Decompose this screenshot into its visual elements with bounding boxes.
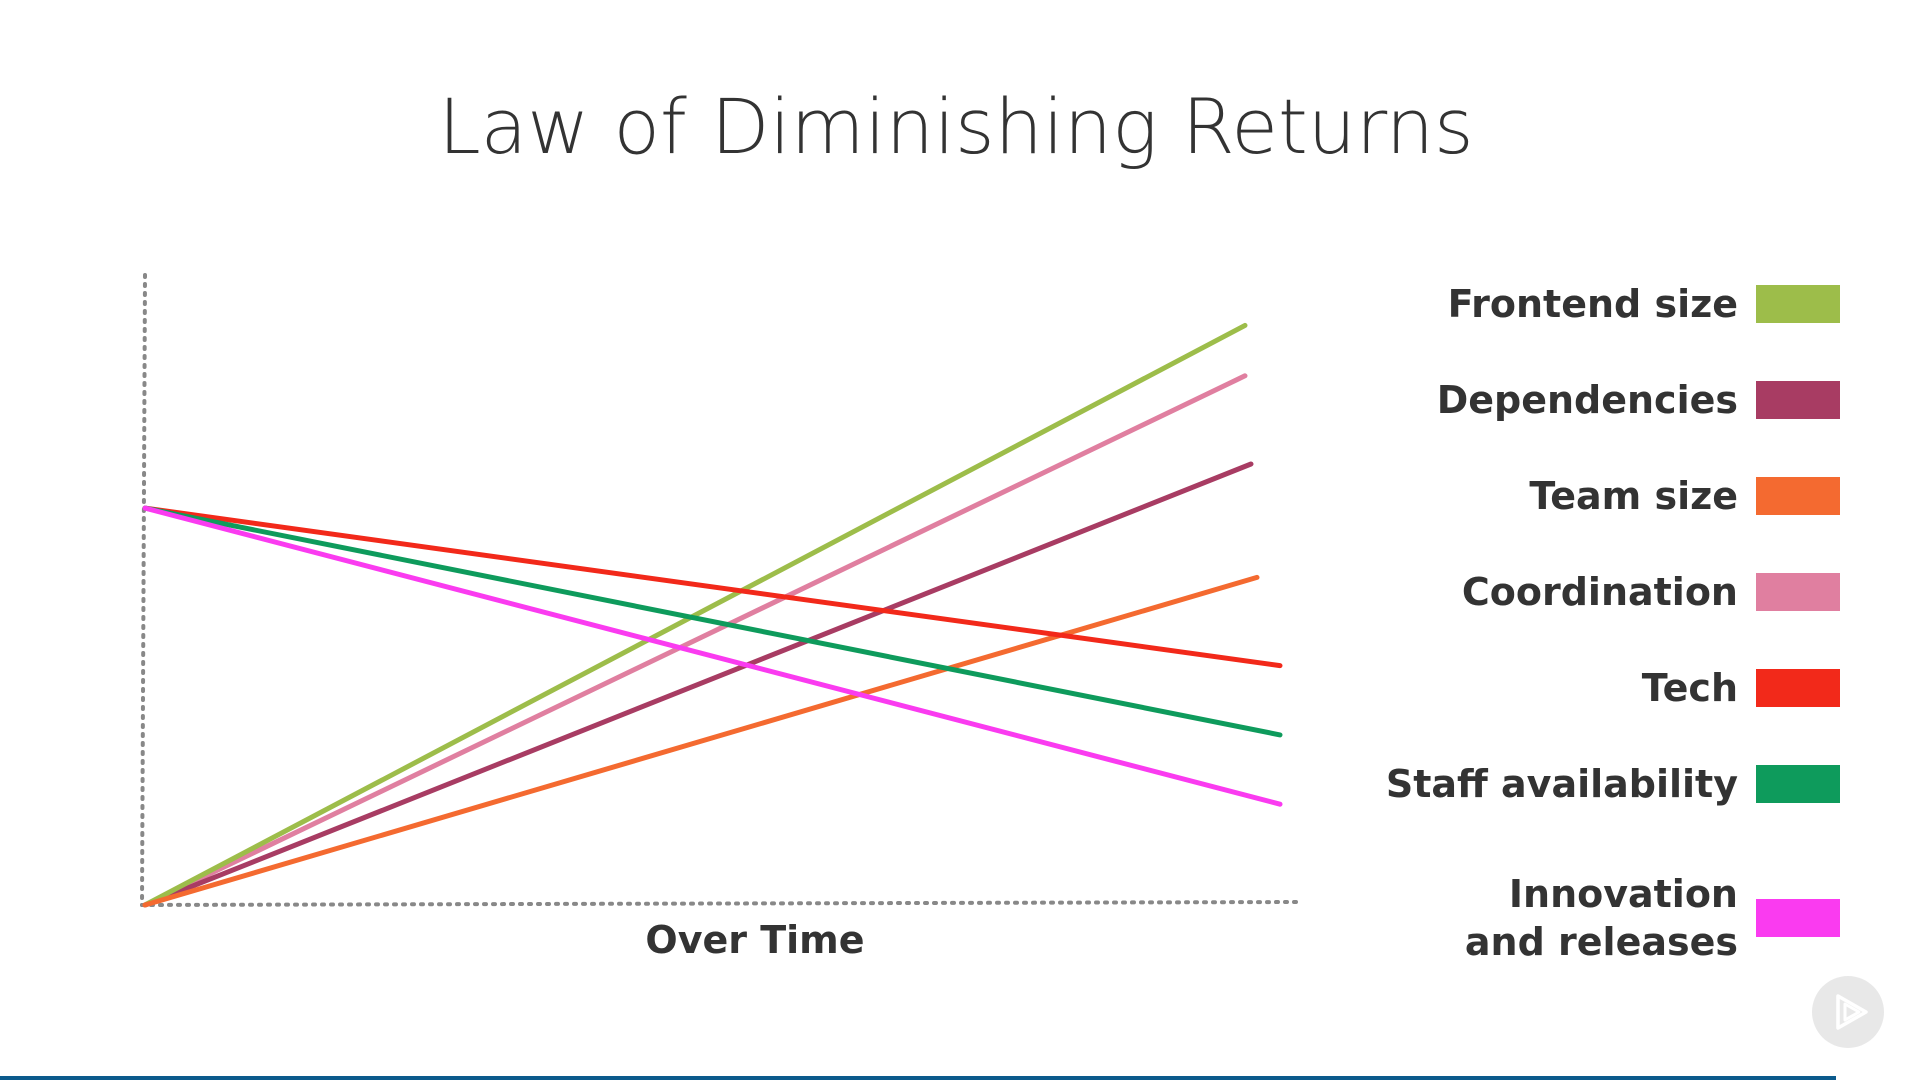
legend-swatch: [1756, 477, 1840, 515]
legend-label: Staff availability: [1385, 762, 1738, 806]
legend-swatch: [1756, 669, 1840, 707]
legend-item-dependencies: Dependencies: [1437, 376, 1840, 424]
bottom-progress-rule: [0, 1076, 1836, 1080]
legend-label: Dependencies: [1436, 378, 1738, 422]
legend-label: Frontend size: [1447, 282, 1738, 326]
series-line-team-size: [142, 574, 1260, 908]
play-icon: [1836, 994, 1868, 1030]
legend-item-coordination: Coordination: [1462, 568, 1840, 616]
chart-title: Law of Diminishing Returns: [438, 82, 1474, 171]
axes: [140, 273, 1302, 907]
legend-swatch: [1756, 285, 1840, 323]
legend-label: Tech: [1641, 666, 1738, 710]
legend-item-tech: Tech: [1642, 664, 1840, 712]
play-button[interactable]: [1812, 976, 1884, 1048]
legend-item-frontend-size: Frontend size: [1448, 280, 1840, 328]
series-line-coordination: [142, 373, 1248, 908]
x-axis-label: Over Time: [645, 918, 865, 962]
legend-item-staff-availability: Staff availability: [1386, 760, 1840, 808]
legend-item-team-size: Team size: [1529, 472, 1840, 520]
series-line-tech: [142, 505, 1283, 669]
legend-label: Innovation and releases: [1464, 872, 1738, 964]
legend-label: Team size: [1529, 474, 1738, 518]
legend-label: Coordination: [1461, 570, 1738, 614]
legend-swatch: [1756, 573, 1840, 611]
legend-swatch: [1756, 899, 1840, 937]
legend-swatch: [1756, 381, 1840, 419]
series-lines: [142, 322, 1283, 908]
y-axis: [140, 273, 147, 907]
series-line-dependencies: [142, 461, 1254, 908]
series-line-staff-availability: [142, 505, 1283, 738]
series-line-frontend-size: [142, 322, 1248, 908]
legend-swatch: [1756, 765, 1840, 803]
series-line-innovation-and-releases: [142, 505, 1283, 807]
x-axis: [140, 900, 1302, 907]
legend-item-innovation-and-releases: Innovation and releases: [1418, 870, 1840, 966]
